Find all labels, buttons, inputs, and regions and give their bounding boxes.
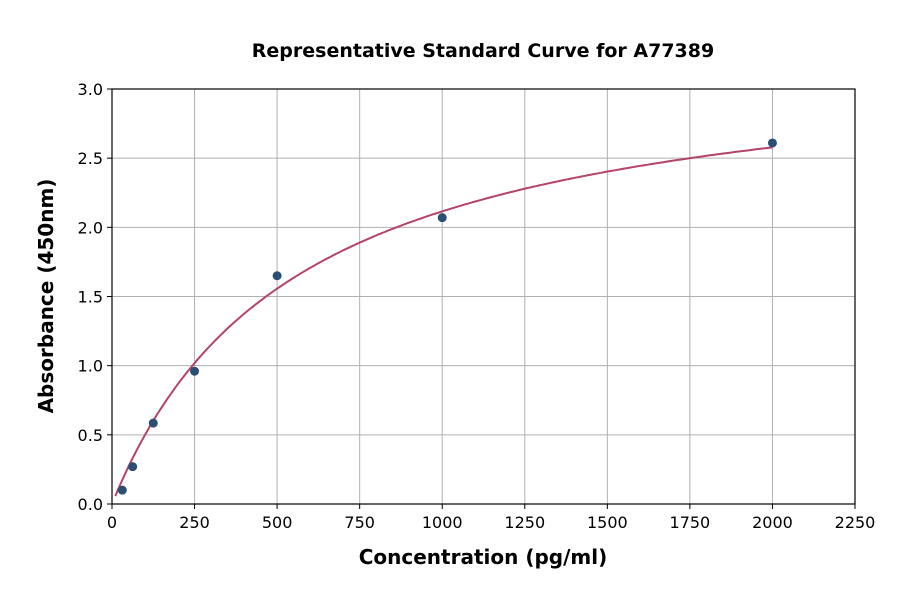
y-tick-label: 0.5: [78, 426, 103, 445]
fit-curve: [114, 146, 773, 497]
chart-title: Representative Standard Curve for A77389: [252, 40, 714, 62]
data-point: [190, 366, 200, 376]
x-tick-label: 1500: [587, 513, 628, 532]
x-tick-label: 0: [107, 513, 117, 532]
data-point: [272, 271, 282, 281]
y-tick-label: 2.0: [78, 218, 103, 237]
data-point: [117, 485, 127, 495]
x-tick-label: 1000: [422, 513, 463, 532]
x-tick-label: 750: [344, 513, 375, 532]
x-axis-label: Concentration (pg/ml): [359, 545, 608, 569]
y-tick-label: 1.0: [78, 357, 103, 376]
data-point: [128, 462, 138, 472]
x-tick-label: 500: [262, 513, 293, 532]
x-tick-label: 1750: [670, 513, 711, 532]
x-tick-label: 1250: [504, 513, 545, 532]
y-tick-label: 0.0: [78, 495, 103, 514]
y-tick-label: 2.5: [78, 149, 103, 168]
y-axis-label: Absorbance (450nm): [34, 179, 58, 414]
y-tick-label: 1.5: [78, 288, 103, 307]
y-tick-label: 3.0: [78, 80, 103, 99]
data-point: [437, 213, 447, 223]
x-tick-label: 2250: [835, 513, 876, 532]
data-point: [148, 418, 158, 428]
x-tick-label: 250: [179, 513, 210, 532]
x-tick-label: 2000: [752, 513, 793, 532]
data-point: [767, 138, 777, 148]
